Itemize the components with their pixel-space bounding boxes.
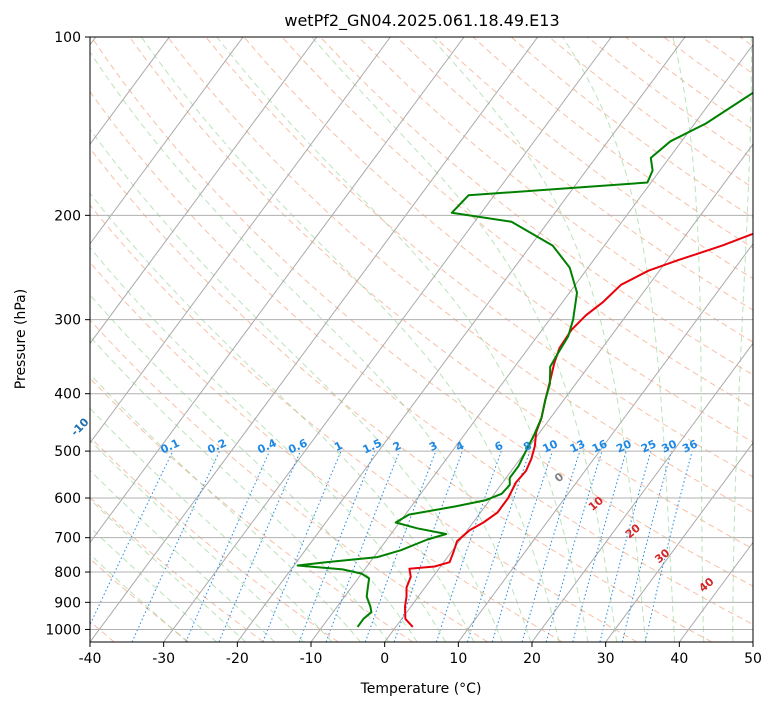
plot-frame: [89, 36, 754, 643]
dry-adiabat-line: [90, 90, 753, 626]
x-tick-label: -30: [152, 651, 175, 667]
moist-adiabat-line: [311, 37, 618, 642]
isotherm-line: [90, 37, 170, 146]
mixing-ratio-line: [599, 450, 652, 642]
moist-adiabat-line: [90, 469, 275, 642]
x-tick-label: 40: [670, 651, 688, 667]
isotherm-line: [90, 37, 391, 444]
dry-adiabat-line: [167, 37, 753, 514]
mixing-ratio-line: [364, 450, 437, 642]
moist-adiabat-line: [90, 526, 217, 642]
y-axis-label: Pressure (hPa): [13, 289, 29, 389]
mixing-ratio-line: [218, 450, 301, 642]
mixing-ratio-label: 10: [540, 437, 560, 455]
moist-adiabat-line: [90, 407, 333, 642]
mixing-ratio-label: 13: [568, 437, 587, 455]
mixing-ratio-line: [521, 450, 581, 642]
isotherm-line: [163, 37, 612, 642]
moist-adiabat-line: [216, 37, 589, 642]
dry-adiabat-line: [90, 204, 638, 642]
x-tick-label: 50: [744, 651, 762, 667]
dry-adiabat-line: [90, 377, 414, 642]
isotherm-line: [605, 442, 753, 642]
mixing-ratio-line: [298, 450, 376, 642]
isotherm-line: [531, 342, 753, 642]
mixing-ratio-label: 30: [660, 437, 680, 455]
isotherm-line: [236, 37, 686, 642]
isotherm-line: [384, 143, 753, 642]
dewpoint-line: [296, 91, 753, 628]
y-tick-label: 400: [54, 387, 81, 403]
isotherm-line: [90, 37, 244, 245]
moist-adiabat-line: [732, 37, 752, 642]
mixing-ratio-label: 20: [614, 437, 634, 455]
mixing-ratio-line: [262, 450, 342, 642]
moist-adiabat-line: [90, 498, 247, 642]
dry-adiabat-line: [90, 37, 753, 587]
moist-adiabat-line: [672, 37, 705, 642]
chart-title: wetPf2_GN04.2025.061.18.49.E13: [284, 11, 559, 31]
x-tick-label: 30: [597, 651, 615, 667]
y-tick-label: 500: [54, 444, 81, 460]
dry-adiabat-line: [396, 37, 753, 311]
y-tick-label: 1000: [45, 622, 81, 638]
mixing-ratio-label: 25: [639, 437, 658, 455]
isotherm-line: [90, 37, 318, 345]
x-tick-label: 20: [523, 651, 541, 667]
y-tick-label: 100: [54, 30, 81, 46]
mixing-ratio-line: [621, 450, 672, 642]
y-tick-label: 200: [54, 208, 81, 224]
axis-ticks: -40 -30 -20 -10 0 10 20 30 40 50 1000 900 800 700 600 5…: [45, 30, 762, 667]
y-tick-label: 900: [54, 595, 81, 611]
mixing-ratio-line: [572, 450, 627, 642]
y-tick-label: 300: [54, 313, 81, 329]
moist-adiabat-line: [430, 37, 647, 642]
isotherm-line: [90, 37, 465, 544]
moist-adiabat-line: [90, 128, 503, 642]
isotherm-line: [310, 43, 753, 642]
x-tick-label: -20: [226, 651, 249, 667]
x-tick-label: -10: [300, 651, 323, 667]
y-tick-label: 700: [54, 531, 81, 547]
dry-adiabat-line: [358, 37, 753, 343]
mixing-ratio-line: [185, 450, 271, 642]
mixing-ratio-label: 16: [590, 437, 610, 455]
dry-adiabat-line: [90, 261, 563, 642]
background-lines: [90, 37, 753, 642]
mixing-ratio-line: [491, 450, 553, 642]
isotherm-line: [457, 242, 753, 642]
moist-adiabat-line: [90, 294, 418, 642]
dry-adiabat-line: [319, 37, 753, 376]
moist-adiabat-line: [562, 37, 676, 642]
x-tick-label: 0: [380, 651, 389, 667]
mixing-ratio-label: 36: [680, 437, 700, 455]
grid: [90, 37, 753, 642]
x-axis-label: Temperature (°C): [360, 681, 482, 697]
x-tick-label: 10: [449, 651, 467, 667]
isotherm-line: [90, 37, 539, 642]
profile-lines: [296, 91, 753, 628]
y-tick-label: 600: [54, 491, 81, 507]
mixing-ratio-line: [545, 450, 603, 642]
x-tick-label: -40: [79, 651, 102, 667]
mixing-ratio-line: [644, 450, 693, 642]
moist-adiabat-line: [90, 439, 304, 642]
mixing-ratio-line: [393, 450, 463, 642]
y-tick-label: 800: [54, 565, 81, 581]
moist-adiabat-line: [90, 335, 390, 642]
mixing-ratio-line: [325, 450, 401, 642]
mixing-ratio-line: [435, 450, 502, 642]
moist-adiabat-line: [90, 553, 188, 642]
dry-adiabat-line: [90, 147, 712, 642]
mixing-ratio-line: [467, 450, 531, 642]
